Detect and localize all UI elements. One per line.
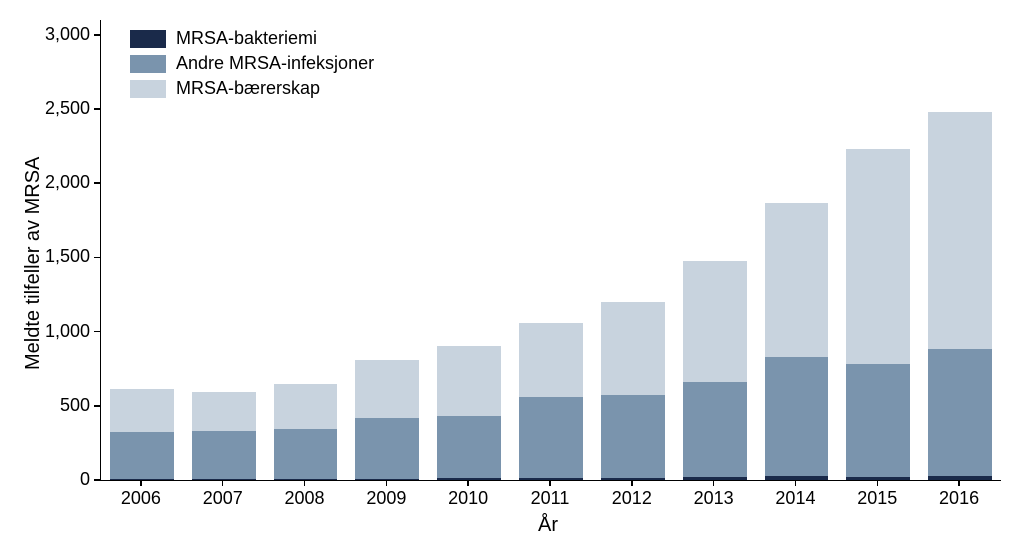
x-tick-label: 2015 (847, 488, 907, 509)
bar-segment (110, 389, 174, 432)
bar-segment (110, 432, 174, 479)
y-tick-label: 500 (20, 395, 90, 416)
x-tick-label: 2011 (520, 488, 580, 509)
y-tick-label: 1,500 (20, 246, 90, 267)
legend-label: Andre MRSA-infeksjoner (176, 53, 374, 74)
bar-segment (192, 431, 256, 479)
x-tick-mark (222, 480, 224, 486)
y-tick-mark (94, 34, 100, 36)
x-tick-mark (304, 480, 306, 486)
mrsa-stacked-bar-chart: Meldte tilfeller av MRSA År MRSA-bakteri… (0, 0, 1024, 557)
bar-segment (928, 476, 992, 480)
x-tick-label: 2009 (356, 488, 416, 509)
x-tick-mark (467, 480, 469, 486)
bar-segment (437, 416, 501, 478)
bar-segment (274, 384, 338, 429)
bar-segment (601, 395, 665, 477)
bar-segment (601, 478, 665, 480)
x-tick-label: 2006 (111, 488, 171, 509)
x-tick-label: 2013 (684, 488, 744, 509)
legend-swatch (130, 30, 166, 48)
x-tick-mark (795, 480, 797, 486)
x-tick-mark (877, 480, 879, 486)
legend-item: MRSA-bakteriemi (130, 28, 374, 49)
bar-segment (437, 478, 501, 480)
bar-segment (683, 477, 747, 480)
bar-segment (928, 112, 992, 349)
x-tick-label: 2010 (438, 488, 498, 509)
bar-segment (765, 476, 829, 480)
y-tick-mark (94, 405, 100, 407)
legend-item: Andre MRSA-infeksjoner (130, 53, 374, 74)
legend-swatch (130, 55, 166, 73)
y-tick-mark (94, 108, 100, 110)
bar-segment (355, 479, 419, 480)
x-tick-label: 2012 (602, 488, 662, 509)
y-tick-mark (94, 479, 100, 481)
legend-item: MRSA-bærerskap (130, 78, 374, 99)
x-tick-mark (140, 480, 142, 486)
bar-segment (519, 323, 583, 397)
legend-swatch (130, 80, 166, 98)
bar-segment (846, 477, 910, 480)
bar-segment (601, 302, 665, 395)
x-tick-mark (713, 480, 715, 486)
x-tick-label: 2014 (765, 488, 825, 509)
bar-segment (274, 429, 338, 479)
bar-segment (765, 357, 829, 476)
x-axis-title: År (538, 514, 558, 537)
bar-segment (928, 349, 992, 477)
bar-segment (683, 261, 747, 382)
x-tick-mark (958, 480, 960, 486)
bar-segment (765, 203, 829, 357)
legend-label: MRSA-bærerskap (176, 78, 320, 99)
bar-segment (519, 397, 583, 478)
bar-segment (274, 479, 338, 480)
y-tick-label: 2,000 (20, 172, 90, 193)
y-tick-mark (94, 257, 100, 259)
y-tick-label: 0 (20, 469, 90, 490)
bar-segment (192, 392, 256, 431)
bar-segment (355, 418, 419, 478)
x-tick-mark (631, 480, 633, 486)
bar-segment (846, 364, 910, 477)
bar-segment (519, 478, 583, 480)
y-tick-mark (94, 331, 100, 333)
y-tick-label: 1,000 (20, 321, 90, 342)
y-tick-label: 2,500 (20, 98, 90, 119)
bar-segment (192, 479, 256, 480)
x-tick-label: 2007 (193, 488, 253, 509)
x-tick-mark (386, 480, 388, 486)
x-tick-label: 2016 (929, 488, 989, 509)
bar-segment (437, 346, 501, 416)
bar-segment (355, 360, 419, 419)
y-tick-mark (94, 182, 100, 184)
legend: MRSA-bakteriemi Andre MRSA-infeksjoner MRS… (130, 28, 374, 99)
legend-label: MRSA-bakteriemi (176, 28, 317, 49)
bar-segment (846, 149, 910, 364)
x-tick-label: 2008 (275, 488, 335, 509)
bar-segment (110, 479, 174, 480)
bar-segment (683, 382, 747, 477)
x-tick-mark (549, 480, 551, 486)
y-tick-label: 3,000 (20, 24, 90, 45)
